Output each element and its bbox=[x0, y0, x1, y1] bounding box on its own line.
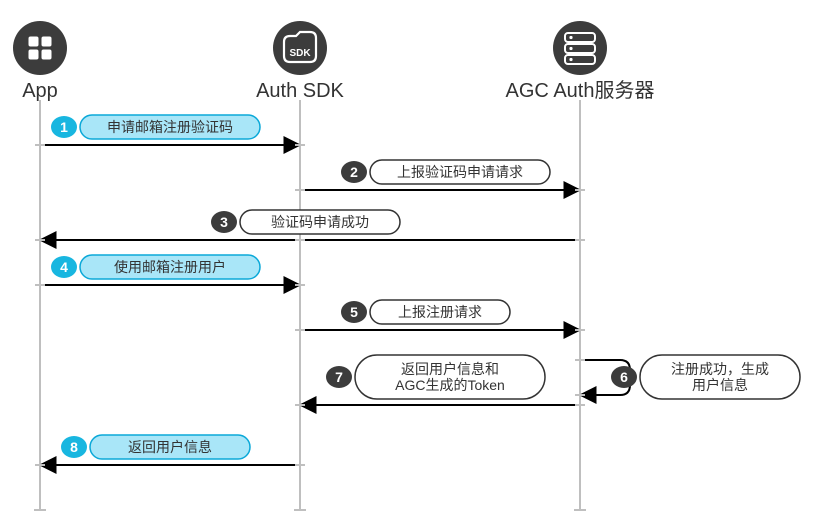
message-8-badge-num: 8 bbox=[70, 439, 78, 455]
message-1-badge-num: 1 bbox=[60, 119, 68, 135]
message-7: 返回用户信息和AGC生成的Token 7 bbox=[326, 355, 545, 399]
message-3: 验证码申请成功 3 bbox=[211, 210, 400, 234]
message-4: 使用邮箱注册用户 4 bbox=[51, 255, 260, 279]
actor-label-server: AGC Auth服务器 bbox=[506, 79, 655, 102]
message-5-badge-num: 5 bbox=[350, 304, 358, 320]
message-5-label: 上报注册请求 bbox=[398, 304, 482, 320]
sdk-icon-label: SDK bbox=[289, 48, 311, 59]
message-3-badge-num: 3 bbox=[220, 214, 228, 230]
actor-sdk: SDK Auth SDK bbox=[256, 21, 344, 510]
app-icon-bg bbox=[13, 21, 67, 75]
message-1-label: 申请邮箱注册验证码 bbox=[107, 119, 233, 135]
message-7-label: 返回用户信息和AGC生成的Token bbox=[395, 361, 505, 393]
actor-label-app: App bbox=[22, 80, 58, 102]
message-8-label: 返回用户信息 bbox=[128, 439, 212, 455]
message-1: 申请邮箱注册验证码 1 bbox=[51, 115, 260, 139]
message-8: 返回用户信息 8 bbox=[61, 435, 250, 459]
message-7-badge-num: 7 bbox=[335, 369, 343, 385]
actor-server: AGC Auth服务器 bbox=[506, 21, 655, 510]
note-6: 注册成功，生成用户信息6 bbox=[611, 355, 800, 399]
note-6-badge-num: 6 bbox=[620, 369, 628, 385]
message-4-label: 使用邮箱注册用户 bbox=[114, 259, 226, 275]
message-2-label: 上报验证码申请请求 bbox=[397, 164, 523, 180]
message-5: 上报注册请求 5 bbox=[341, 300, 510, 324]
message-2: 上报验证码申请请求 2 bbox=[341, 160, 550, 184]
message-4-badge-num: 4 bbox=[60, 259, 68, 275]
server-icon-bg bbox=[553, 21, 607, 75]
message-2-badge-num: 2 bbox=[350, 164, 358, 180]
actor-label-sdk: Auth SDK bbox=[256, 80, 344, 102]
message-3-label: 验证码申请成功 bbox=[271, 214, 369, 230]
